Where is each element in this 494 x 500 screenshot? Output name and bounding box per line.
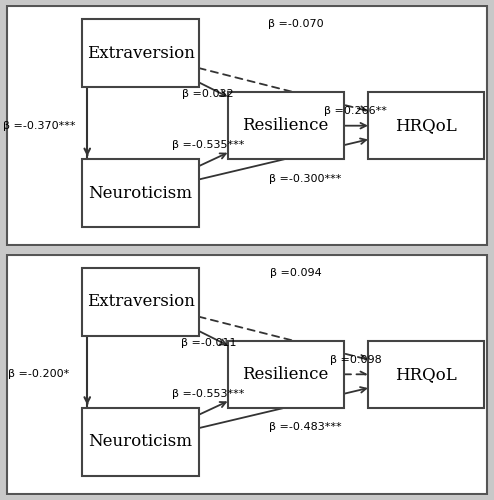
FancyBboxPatch shape <box>368 340 484 408</box>
Text: Resilience: Resilience <box>243 366 329 383</box>
Text: Neuroticism: Neuroticism <box>88 434 193 450</box>
Text: Extraversion: Extraversion <box>86 45 195 62</box>
Text: β =0.032: β =0.032 <box>182 90 234 100</box>
FancyBboxPatch shape <box>82 268 199 336</box>
Text: β =-0.200*: β =-0.200* <box>8 370 70 380</box>
Text: β =-0.070: β =-0.070 <box>268 20 323 30</box>
Text: Resilience: Resilience <box>243 117 329 134</box>
Text: HRQoL: HRQoL <box>395 366 457 383</box>
Text: Neuroticism: Neuroticism <box>88 185 193 202</box>
FancyBboxPatch shape <box>7 6 487 245</box>
FancyBboxPatch shape <box>82 408 199 476</box>
Text: Extraversion: Extraversion <box>86 294 195 310</box>
Text: HRQoL: HRQoL <box>395 117 457 134</box>
Text: β =0.094: β =0.094 <box>270 268 321 278</box>
Text: β =0.098: β =0.098 <box>330 355 382 365</box>
FancyBboxPatch shape <box>7 255 487 494</box>
Text: β =-0.483***: β =-0.483*** <box>269 422 341 432</box>
FancyBboxPatch shape <box>228 92 344 160</box>
Text: β =-0.370***: β =-0.370*** <box>2 120 75 130</box>
Text: β =-0.535***: β =-0.535*** <box>172 140 245 150</box>
Text: β =-0.553***: β =-0.553*** <box>172 388 245 398</box>
FancyBboxPatch shape <box>368 92 484 160</box>
FancyBboxPatch shape <box>82 160 199 227</box>
Text: β =0.266**: β =0.266** <box>325 106 387 116</box>
FancyBboxPatch shape <box>82 20 199 87</box>
Text: β =-0.011: β =-0.011 <box>180 338 236 348</box>
FancyBboxPatch shape <box>228 340 344 408</box>
Text: β =-0.300***: β =-0.300*** <box>269 174 341 184</box>
